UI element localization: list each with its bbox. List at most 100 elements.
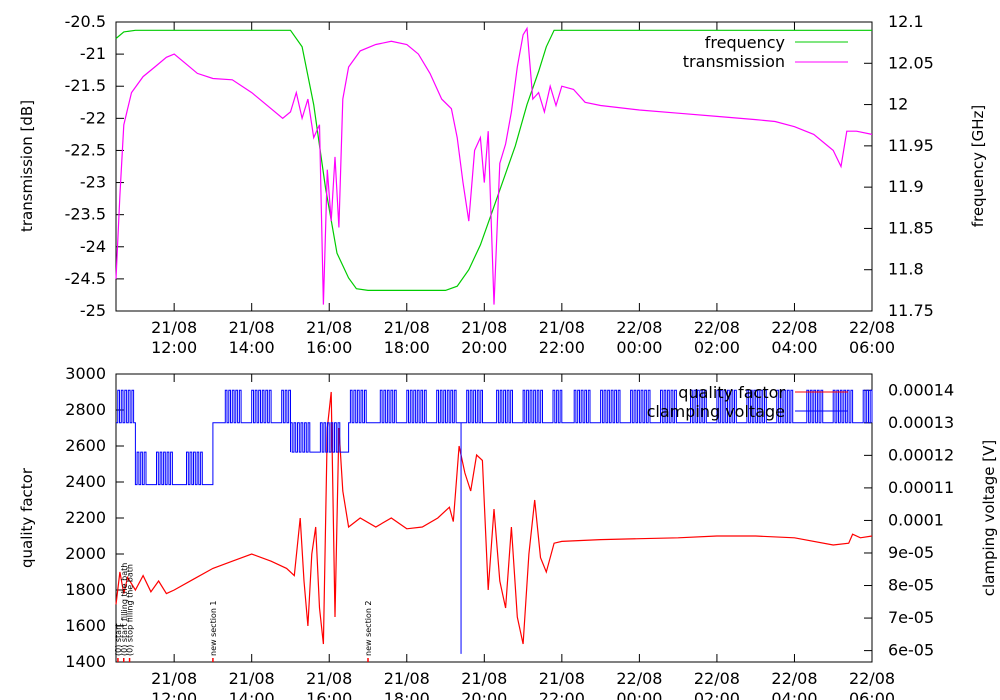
- x-tick-time: 06:00: [849, 338, 895, 357]
- top-chart: -20.5 -21 -21.5 -22 -22.5 -23 -23.5 -24 -24.5 -25…: [18, 12, 987, 357]
- y2-tick-label: 11.8: [888, 260, 924, 279]
- x-tick-time: 04:00: [771, 338, 817, 357]
- legend-label-quality-factor: quality factor: [678, 383, 785, 402]
- y-tick-label: -20.5: [65, 12, 106, 31]
- top-y-axis-label: transmission [dB]: [18, 100, 36, 232]
- annotation-label: new section 1: [209, 600, 218, 656]
- y2-tick-label: 11.9: [888, 177, 924, 196]
- x-tick-time: 12:00: [151, 338, 197, 357]
- x-tick-time: 18:00: [384, 338, 430, 357]
- x-tick-time: 20:00: [461, 689, 507, 700]
- bottom-y-axis-label: quality factor: [18, 467, 36, 568]
- x-tick-date: 22/08: [849, 669, 895, 688]
- x-tick-date: 21/08: [151, 669, 197, 688]
- bottom-chart: 3000 2800 2600 2400 2200 2000 1800 1600 1400 0.0…: [18, 364, 998, 700]
- x-tick-time: 14:00: [229, 338, 275, 357]
- y2-tick-label: 0.00012: [888, 445, 954, 464]
- x-tick-date: 21/08: [306, 669, 352, 688]
- x-tick-time: 16:00: [306, 689, 352, 700]
- y-tick-label: -22: [80, 108, 106, 127]
- y-tick-label: 1800: [65, 580, 106, 599]
- x-tick-date: 21/08: [539, 669, 585, 688]
- x-tick-date: 21/08: [306, 318, 352, 337]
- legend-label-frequency: frequency: [705, 33, 785, 52]
- series-frequency: [115, 29, 872, 291]
- y2-tick-label: 8e-05: [888, 576, 934, 595]
- top-series: [115, 26, 873, 305]
- y-tick-label: -23.5: [65, 205, 106, 224]
- y-tick-label: -23: [80, 173, 106, 192]
- x-tick-date: 22/08: [616, 669, 662, 688]
- x-tick-time: 06:00: [849, 689, 895, 700]
- y2-tick-label: 6e-05: [888, 641, 934, 660]
- bottom-series: [115, 389, 873, 654]
- bottom-y2-axis-label: clamping voltage [V]: [980, 440, 998, 596]
- top-x-ticks: 21/0812:0021/0814:0021/0816:0021/0818:00…: [151, 22, 895, 357]
- x-tick-time: 14:00: [229, 689, 275, 700]
- x-tick-time: 02:00: [694, 338, 740, 357]
- x-tick-date: 21/08: [384, 669, 430, 688]
- x-tick-time: 22:00: [539, 338, 585, 357]
- annotation-label: new section 2: [364, 600, 373, 656]
- x-tick-time: 00:00: [616, 689, 662, 700]
- x-tick-date: 21/08: [539, 318, 585, 337]
- bottom-x-ticks: 21/0812:0021/0814:0021/0816:0021/0818:00…: [151, 374, 895, 700]
- x-tick-date: 22/08: [771, 318, 817, 337]
- y2-tick-label: 12.05: [888, 53, 934, 72]
- x-tick-date: 21/08: [151, 318, 197, 337]
- x-tick-date: 22/08: [694, 318, 740, 337]
- y2-tick-label: 7e-05: [888, 608, 934, 627]
- top-plot-frame: [115, 21, 873, 312]
- x-tick-date: 21/08: [229, 318, 275, 337]
- series-clamping-voltage: [116, 389, 873, 654]
- bottom-y-ticks: 3000 2800 2600 2400 2200 2000 1800 1600 1400: [65, 364, 124, 671]
- x-tick-time: 20:00: [461, 338, 507, 357]
- y-tick-label: -24.5: [65, 269, 106, 288]
- y-tick-label: 1600: [65, 616, 106, 635]
- y-tick-label: 2000: [65, 544, 106, 563]
- y2-tick-label: 11.95: [888, 136, 934, 155]
- y2-tick-label: 0.0001: [888, 510, 944, 529]
- y2-tick-label: 12: [888, 95, 908, 114]
- y-tick-label: 2600: [65, 436, 106, 455]
- top-y-ticks: -20.5 -21 -21.5 -22 -22.5 -23 -23.5 -24 -24.5 -25: [65, 12, 124, 320]
- y2-tick-label: 9e-05: [888, 543, 934, 562]
- x-tick-time: 00:00: [616, 338, 662, 357]
- top-legend: frequency transmission: [683, 33, 848, 71]
- y-tick-label: 2800: [65, 400, 106, 419]
- bottom-legend: quality factor clamping voltage: [647, 383, 848, 421]
- x-tick-date: 22/08: [771, 669, 817, 688]
- series-quality-factor: [115, 391, 873, 645]
- y-tick-label: 1400: [65, 652, 106, 671]
- x-tick-time: 12:00: [151, 689, 197, 700]
- y-tick-label: -22.5: [65, 140, 106, 159]
- top-y2-axis-label: frequency [GHz]: [969, 105, 987, 227]
- bottom-y2-ticks: 0.00014 0.00013 0.00012 0.00011 0.0001 9e-05 8…: [864, 380, 954, 660]
- y-tick-label: 2200: [65, 508, 106, 527]
- bottom-annotations: (0) start(0) start filling the bath(0) s…: [114, 563, 373, 662]
- x-tick-date: 21/08: [461, 318, 507, 337]
- x-tick-time: 02:00: [694, 689, 740, 700]
- annotation-label: (0) start: [114, 623, 123, 656]
- x-tick-date: 21/08: [461, 669, 507, 688]
- legend-label-transmission: transmission: [683, 52, 785, 71]
- x-tick-date: 22/08: [694, 669, 740, 688]
- y-tick-label: 2400: [65, 472, 106, 491]
- annotation-label: (0) start filling the bath: [120, 563, 129, 656]
- y-tick-label: -21.5: [65, 76, 106, 95]
- y2-tick-label: 0.00011: [888, 478, 954, 497]
- y2-tick-label: 12.1: [888, 12, 924, 31]
- y-tick-label: 3000: [65, 364, 106, 383]
- x-tick-date: 21/08: [384, 318, 430, 337]
- y2-tick-label: 11.85: [888, 218, 934, 237]
- y2-tick-label: 0.00013: [888, 413, 954, 432]
- series-transmission: [115, 26, 873, 305]
- y-tick-label: -24: [80, 237, 106, 256]
- x-tick-date: 22/08: [616, 318, 662, 337]
- y-tick-label: -25: [80, 301, 106, 320]
- top-y2-ticks: 12.1 12.05 12 11.95 11.9 11.85 11.8 11.75: [864, 12, 934, 320]
- x-tick-time: 22:00: [539, 689, 585, 700]
- x-tick-time: 18:00: [384, 689, 430, 700]
- x-tick-time: 04:00: [771, 689, 817, 700]
